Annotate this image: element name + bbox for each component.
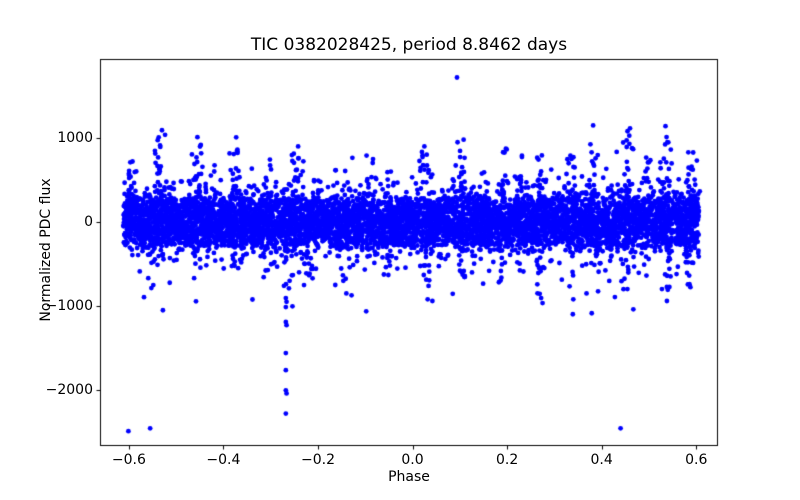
y-tick-label: −1000 [45,298,93,315]
x-tick-label: 0.2 [495,452,519,468]
x-tick-label: 0.4 [590,452,613,468]
x-tick-label: −0.2 [300,452,335,468]
y-tick-label: 0 [84,214,93,230]
x-axis-label: Phase [388,469,430,485]
x-tick-label: 0.0 [401,452,424,468]
x-tick-label: 0.6 [685,452,708,468]
y-tick-label: 1000 [57,129,93,146]
y-tick-label: −2000 [45,382,93,399]
x-tick-label: −0.4 [206,452,241,468]
x-tick-label: −0.6 [111,452,146,468]
chart-title: TIC 0382028425, period 8.8462 days [250,35,568,55]
